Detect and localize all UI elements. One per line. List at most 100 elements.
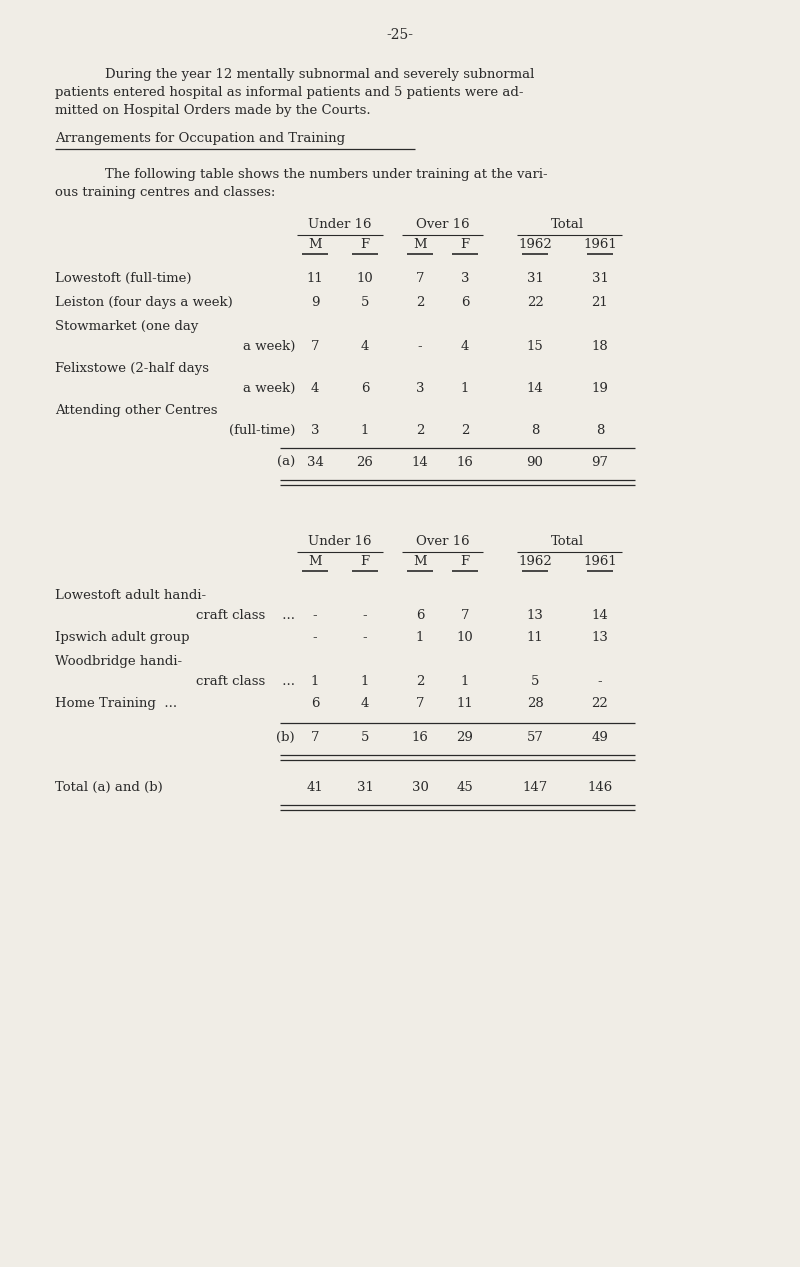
Text: During the year 12 mentally subnormal and severely subnormal: During the year 12 mentally subnormal an… — [105, 68, 534, 81]
Text: 2: 2 — [416, 296, 424, 309]
Text: 8: 8 — [531, 424, 539, 437]
Text: F: F — [361, 238, 370, 251]
Text: M: M — [413, 238, 427, 251]
Text: M: M — [308, 238, 322, 251]
Text: (b): (b) — [276, 731, 295, 744]
Text: 3: 3 — [461, 272, 470, 285]
Text: 1: 1 — [311, 675, 319, 688]
Text: Ipswich adult group: Ipswich adult group — [55, 631, 190, 644]
Text: 7: 7 — [416, 697, 424, 710]
Text: -: - — [362, 609, 367, 622]
Text: 16: 16 — [411, 731, 429, 744]
Text: 10: 10 — [457, 631, 474, 644]
Text: 13: 13 — [526, 609, 543, 622]
Text: 15: 15 — [526, 340, 543, 353]
Text: 6: 6 — [310, 697, 319, 710]
Text: M: M — [308, 555, 322, 568]
Text: (a): (a) — [277, 456, 295, 469]
Text: 19: 19 — [591, 381, 609, 395]
Text: a week): a week) — [242, 381, 295, 395]
Text: 34: 34 — [306, 456, 323, 469]
Text: 13: 13 — [591, 631, 609, 644]
Text: 2: 2 — [416, 424, 424, 437]
Text: 31: 31 — [357, 780, 374, 794]
Text: 14: 14 — [592, 609, 608, 622]
Text: 5: 5 — [361, 731, 369, 744]
Text: Arrangements for Occupation and Training: Arrangements for Occupation and Training — [55, 132, 345, 144]
Text: 147: 147 — [522, 780, 548, 794]
Text: 1: 1 — [361, 675, 369, 688]
Text: Home Training  ...: Home Training ... — [55, 697, 177, 710]
Text: Total: Total — [551, 535, 584, 549]
Text: F: F — [361, 555, 370, 568]
Text: 6: 6 — [361, 381, 370, 395]
Text: Total: Total — [551, 218, 584, 231]
Text: 7: 7 — [416, 272, 424, 285]
Text: 31: 31 — [591, 272, 609, 285]
Text: 28: 28 — [526, 697, 543, 710]
Text: 6: 6 — [461, 296, 470, 309]
Text: 7: 7 — [461, 609, 470, 622]
Text: 3: 3 — [416, 381, 424, 395]
Text: 57: 57 — [526, 731, 543, 744]
Text: Over 16: Over 16 — [416, 218, 470, 231]
Text: 5: 5 — [361, 296, 369, 309]
Text: Under 16: Under 16 — [308, 535, 372, 549]
Text: 49: 49 — [591, 731, 609, 744]
Text: craft class    ...: craft class ... — [196, 675, 295, 688]
Text: 41: 41 — [306, 780, 323, 794]
Text: 10: 10 — [357, 272, 374, 285]
Text: 1961: 1961 — [583, 555, 617, 568]
Text: 11: 11 — [526, 631, 543, 644]
Text: 1962: 1962 — [518, 555, 552, 568]
Text: 2: 2 — [416, 675, 424, 688]
Text: 7: 7 — [310, 340, 319, 353]
Text: 14: 14 — [412, 456, 428, 469]
Text: F: F — [461, 238, 470, 251]
Text: 11: 11 — [457, 697, 474, 710]
Text: Total (a) and (b): Total (a) and (b) — [55, 780, 162, 794]
Text: Lowestoft (full-time): Lowestoft (full-time) — [55, 272, 191, 285]
Text: 3: 3 — [310, 424, 319, 437]
Text: Leiston (four days a week): Leiston (four days a week) — [55, 296, 233, 309]
Text: (full-time): (full-time) — [229, 424, 295, 437]
Text: 16: 16 — [457, 456, 474, 469]
Text: 146: 146 — [587, 780, 613, 794]
Text: 4: 4 — [361, 340, 369, 353]
Text: Attending other Centres: Attending other Centres — [55, 404, 218, 417]
Text: -25-: -25- — [386, 28, 414, 42]
Text: Stowmarket (one day: Stowmarket (one day — [55, 321, 198, 333]
Text: 6: 6 — [416, 609, 424, 622]
Text: 90: 90 — [526, 456, 543, 469]
Text: 97: 97 — [591, 456, 609, 469]
Text: -: - — [418, 340, 422, 353]
Text: 4: 4 — [361, 697, 369, 710]
Text: 1: 1 — [416, 631, 424, 644]
Text: -: - — [362, 631, 367, 644]
Text: 14: 14 — [526, 381, 543, 395]
Text: F: F — [461, 555, 470, 568]
Text: 5: 5 — [531, 675, 539, 688]
Text: patients entered hospital as informal patients and 5 patients were ad-: patients entered hospital as informal pa… — [55, 86, 523, 99]
Text: Under 16: Under 16 — [308, 218, 372, 231]
Text: 21: 21 — [592, 296, 608, 309]
Text: 26: 26 — [357, 456, 374, 469]
Text: Woodbridge handi-: Woodbridge handi- — [55, 655, 182, 668]
Text: mitted on Hospital Orders made by the Courts.: mitted on Hospital Orders made by the Co… — [55, 104, 370, 117]
Text: The following table shows the numbers under training at the vari-: The following table shows the numbers un… — [105, 169, 548, 181]
Text: 1962: 1962 — [518, 238, 552, 251]
Text: 18: 18 — [592, 340, 608, 353]
Text: 4: 4 — [311, 381, 319, 395]
Text: 8: 8 — [596, 424, 604, 437]
Text: 22: 22 — [526, 296, 543, 309]
Text: 45: 45 — [457, 780, 474, 794]
Text: 11: 11 — [306, 272, 323, 285]
Text: Felixstowe (2-half days: Felixstowe (2-half days — [55, 362, 209, 375]
Text: 2: 2 — [461, 424, 469, 437]
Text: 31: 31 — [526, 272, 543, 285]
Text: 7: 7 — [310, 731, 319, 744]
Text: Lowestoft adult handi-: Lowestoft adult handi- — [55, 589, 206, 602]
Text: M: M — [413, 555, 427, 568]
Text: a week): a week) — [242, 340, 295, 353]
Text: 1961: 1961 — [583, 238, 617, 251]
